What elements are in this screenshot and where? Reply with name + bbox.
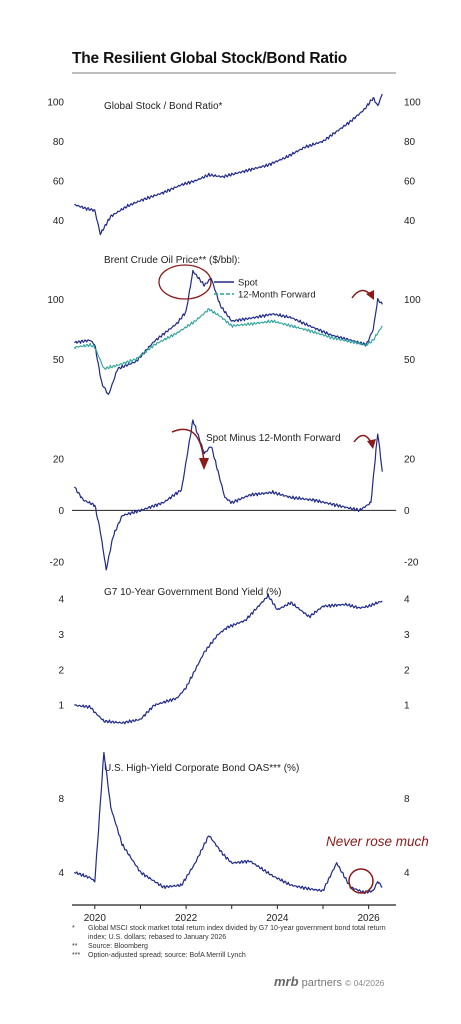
- brand-stamp: © 04/2026: [345, 978, 385, 988]
- y-tick-label-left: 50: [53, 355, 65, 366]
- y-tick-label-left: 2: [58, 665, 64, 676]
- y-tick-label-right: 50: [404, 355, 416, 366]
- series-line-forward: [73, 308, 383, 370]
- panel-title: Spot Minus 12-Month Forward: [206, 433, 341, 444]
- highlight-circle: [158, 264, 212, 300]
- y-tick-label-left: 60: [53, 176, 65, 187]
- arrow-head: [199, 458, 209, 470]
- brand-name: mrb: [274, 974, 299, 989]
- footnote-mark: *: [72, 925, 75, 932]
- panel-title: U.S. High-Yield Corporate Bond OAS*** (%…: [104, 763, 299, 774]
- highlight-circle: [348, 868, 374, 894]
- y-tick-label-left: 0: [58, 506, 64, 517]
- y-tick-label-right: 2: [404, 665, 410, 676]
- x-tick-label: 2026: [357, 913, 380, 922]
- y-tick-label-right: 100: [404, 97, 421, 108]
- y-tick-label-right: 0: [404, 506, 410, 517]
- footnote-text: Source: Bloomberg: [88, 943, 148, 950]
- footnote: ** Source: Bloomberg: [72, 942, 402, 951]
- footnote: * Global MSCI stock market total return i…: [72, 924, 402, 942]
- y-tick-label-left: 3: [58, 630, 64, 641]
- panel-title: G7 10-Year Government Bond Yield (%): [104, 587, 282, 598]
- annotation-never-rose-much: Never rose much: [326, 834, 429, 849]
- footnote-mark: **: [72, 943, 78, 950]
- panel-title: Brent Crude Oil Price** ($/bbl):: [104, 255, 240, 266]
- y-tick-label-right: 4: [404, 595, 410, 606]
- y-tick-label-right: 60: [404, 176, 416, 187]
- y-tick-label-right: 40: [404, 216, 416, 227]
- y-tick-label-right: -20: [404, 558, 419, 569]
- brand-logo: mrb partners © 04/2026: [274, 974, 384, 989]
- y-tick-label-right: 20: [404, 454, 416, 465]
- title-rule: [72, 72, 396, 74]
- y-tick-label-left: 1: [58, 701, 64, 712]
- x-tick-label: 2020: [84, 913, 107, 922]
- y-tick-label-right: 4: [404, 868, 410, 879]
- y-tick-label-left: -20: [50, 558, 65, 569]
- panel-title: Global Stock / Bond Ratio*: [104, 101, 223, 112]
- y-tick-label-left: 100: [47, 97, 64, 108]
- y-tick-label-left: 40: [53, 216, 65, 227]
- x-tick-label: 2024: [266, 913, 289, 922]
- y-tick-label-left: 100: [47, 295, 64, 306]
- footnote: *** Option-adjusted spread; source: BofA …: [72, 951, 402, 960]
- brand-partners: partners: [301, 977, 342, 989]
- arrow-head: [366, 290, 374, 300]
- y-tick-label-left: 4: [58, 868, 64, 879]
- series-line: [74, 593, 383, 725]
- series-line: [74, 419, 383, 571]
- y-tick-label-right: 8: [404, 794, 410, 805]
- page-title: The Resilient Global Stock/Bond Ratio: [72, 50, 348, 67]
- series-line: [74, 269, 383, 395]
- footnote-mark: ***: [72, 952, 81, 959]
- y-tick-label-left: 8: [58, 794, 64, 805]
- footnote-text: Global MSCI stock market total return in…: [88, 925, 388, 941]
- y-tick-label-right: 100: [404, 295, 421, 306]
- y-tick-label-right: 1: [404, 701, 410, 712]
- y-tick-label-left: 80: [53, 137, 65, 148]
- y-tick-label-left: 20: [53, 454, 65, 465]
- arrow-curve: [171, 428, 205, 463]
- arrow-head: [367, 439, 376, 449]
- series-line: [73, 751, 383, 895]
- footnotes: * Global MSCI stock market total return i…: [72, 924, 402, 960]
- y-tick-label-right: 3: [404, 630, 410, 641]
- legend-label: 12-Month Forward: [238, 290, 316, 301]
- legend-label: Spot: [238, 278, 258, 289]
- x-tick-label: 2022: [175, 913, 198, 922]
- y-tick-label-left: 4: [58, 595, 64, 606]
- series-line: [74, 93, 383, 236]
- footnote-text: Option-adjusted spread; source: BofA Mer…: [88, 952, 246, 959]
- y-tick-label-right: 80: [404, 137, 416, 148]
